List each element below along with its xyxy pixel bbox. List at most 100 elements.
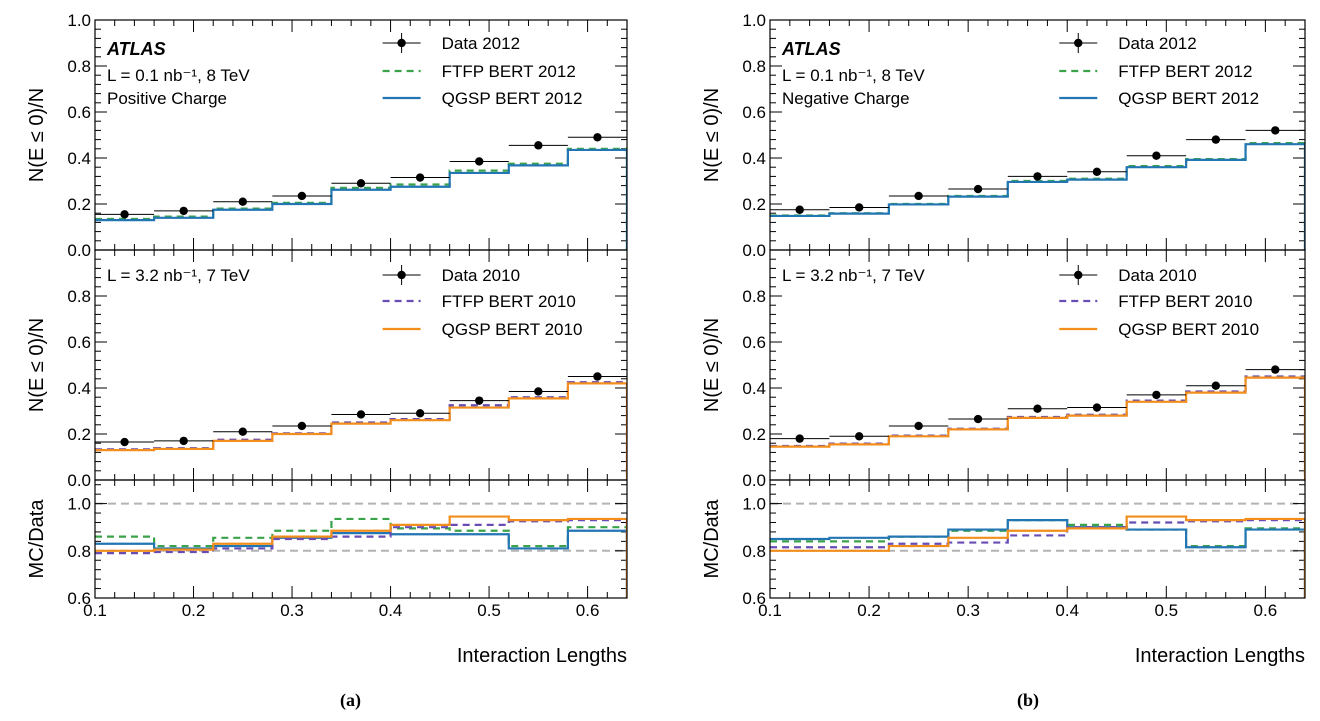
mid-subplot: 0.0 0.2 0.4 0.6 0.8 N(E ≤ 0)/N Data 2010 FTFP B… — [26, 249, 628, 490]
ratio-subplot: 0.6 0.8 1.0 MC/Data — [701, 479, 1306, 608]
data-point — [593, 133, 602, 142]
data-point — [179, 436, 188, 446]
data-point — [854, 432, 864, 441]
top-subplot: 0.0 0.2 0.4 0.6 0.8 1.0 N(E ≤ 0)/N Data 2012 FTF… — [701, 11, 1306, 260]
legend-label: Data 2012 — [1118, 34, 1196, 53]
y-tick-label: 0.4 — [742, 379, 766, 398]
panel-a: 0.0 0.2 0.4 0.6 0.8 1.0 N(E ≤ 0)/N Data 2012 FTF… — [26, 11, 628, 667]
legend-marker — [397, 270, 406, 280]
data-point — [297, 421, 307, 431]
luminosity-label: L = 3.2 nb⁻¹, 7 TeV — [107, 266, 250, 285]
mc-histogram-ftfp-bert-2010 — [95, 519, 627, 598]
data-point — [179, 206, 188, 216]
mc-histogram-qgsp-bert-2012 — [770, 143, 1305, 250]
plot-frame — [769, 19, 1306, 251]
legend-label: Data 2010 — [442, 266, 520, 285]
legend-label: QGSP BERT 2012 — [442, 89, 583, 108]
data-point — [854, 203, 864, 212]
data-point — [356, 179, 366, 188]
data-point — [795, 434, 804, 443]
y-tick-label: 0.0 — [67, 471, 91, 490]
x-tick-label: 0.1 — [758, 601, 782, 620]
legend-label: QGSP BERT 2010 — [1118, 320, 1259, 339]
data-point — [534, 387, 543, 396]
y-tick-label: 0.4 — [67, 149, 91, 168]
x-tick-label: 0.1 — [83, 601, 107, 620]
y-tick-label: 0.0 — [742, 241, 766, 260]
data-point — [356, 410, 366, 419]
x-tick-label: 0.4 — [379, 601, 403, 620]
top-subplot: 0.0 0.2 0.4 0.6 0.8 1.0 N(E ≤ 0)/N Data 2012 FTF… — [26, 11, 628, 260]
y-tick-label: 0.2 — [67, 425, 91, 444]
data-point — [795, 205, 804, 214]
x-axis-label: Interaction Lengths — [1135, 645, 1305, 667]
legend-marker — [1074, 38, 1083, 48]
mc-histogram-qgsp-bert-2010 — [95, 381, 627, 480]
data-point — [415, 409, 425, 418]
plot-frame — [94, 479, 628, 599]
mc-histogram-qgsp-bert-2012 — [95, 148, 627, 250]
x-tick-label: 0.2 — [182, 601, 206, 620]
y-tick-label: 0.8 — [742, 287, 766, 306]
charge-label: Negative Charge — [782, 89, 910, 108]
y-tick-label: 0.2 — [742, 425, 766, 444]
y-tick-label: 0.6 — [742, 589, 766, 608]
data-point — [973, 184, 983, 194]
luminosity-label: L = 3.2 nb⁻¹, 7 TeV — [782, 266, 925, 285]
mid-subplot: 0.0 0.2 0.4 0.6 0.8 N(E ≤ 0)/N Data 2010 FTFP B… — [701, 249, 1306, 490]
legend-label: Data 2010 — [1118, 266, 1196, 285]
y-tick-label: 0.8 — [67, 287, 91, 306]
y-tick-label: 1.0 — [742, 11, 766, 30]
x-tick-label: 0.2 — [857, 601, 881, 620]
charge-label: Positive Charge — [107, 89, 227, 108]
legend-label: FTFP BERT 2012 — [442, 62, 576, 81]
mc-histogram-qgsp-bert-2010 — [770, 515, 1305, 598]
data-point — [1152, 390, 1161, 400]
mc-histogram-ftfp-bert-2010 — [95, 382, 627, 480]
legend-label: QGSP BERT 2010 — [442, 320, 583, 339]
mc-histogram-qgsp-bert-2012 — [95, 529, 627, 598]
data-point — [475, 157, 484, 166]
x-tick-label: 0.5 — [477, 601, 501, 620]
mc-histogram-ftfp-bert-2010 — [770, 376, 1305, 480]
luminosity-label: L = 0.1 nb⁻¹, 8 TeV — [782, 66, 925, 85]
y-tick-label: 0.6 — [67, 333, 91, 352]
legend-marker — [397, 38, 406, 48]
y-tick-label: 0.6 — [742, 103, 766, 122]
legend-label: FTFP BERT 2010 — [442, 292, 576, 311]
x-tick-label: 0.3 — [280, 601, 304, 620]
data-point — [914, 421, 923, 431]
y-tick-label: 1.0 — [67, 495, 91, 514]
y-tick-label: 0.4 — [742, 149, 766, 168]
y-tick-label: 0.2 — [742, 195, 766, 214]
y-tick-label: 0.6 — [67, 103, 91, 122]
x-axis-label: Interaction Lengths — [457, 645, 627, 667]
plot-frame — [94, 19, 628, 251]
legend-label: FTFP BERT 2012 — [1118, 62, 1252, 81]
y-tick-label: 1.0 — [67, 11, 91, 30]
y-tick-label: 0.8 — [742, 542, 766, 561]
legend-marker — [1074, 270, 1083, 280]
data-point — [534, 141, 543, 150]
y-tick-label: 0.8 — [67, 57, 91, 76]
y-axis-label: N(E ≤ 0)/N — [701, 88, 723, 182]
data-point — [297, 191, 307, 201]
caption-a: (a) — [340, 690, 361, 710]
data-point — [914, 191, 923, 201]
mc-histogram-qgsp-bert-2010 — [95, 515, 627, 598]
ratio-axis-label: MC/Data — [701, 499, 723, 579]
y-tick-label: 0.6 — [742, 333, 766, 352]
x-tick-label: 0.4 — [1055, 601, 1079, 620]
y-tick-label: 0.0 — [67, 241, 91, 260]
data-point — [593, 372, 602, 381]
y-tick-label: 0.2 — [67, 195, 91, 214]
x-tick-label: 0.6 — [576, 601, 600, 620]
legend-label: QGSP BERT 2012 — [1118, 89, 1259, 108]
x-tick-label: 0.6 — [1254, 601, 1278, 620]
y-axis-label: N(E ≤ 0)/N — [701, 318, 723, 412]
data-point — [120, 210, 129, 219]
data-point — [1271, 126, 1280, 135]
data-point — [475, 396, 484, 405]
data-point — [120, 437, 129, 447]
